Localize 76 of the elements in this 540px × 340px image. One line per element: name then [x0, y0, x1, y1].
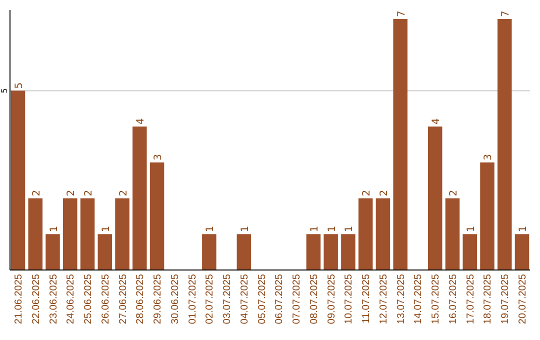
x-tick-label: 21.06.2025 [13, 274, 24, 324]
x-tick-label: 26.06.2025 [100, 274, 112, 324]
data-label: 1 [100, 226, 112, 232]
data-label: 3 [483, 154, 494, 160]
data-label: 1 [240, 226, 251, 232]
data-label: 2 [66, 190, 78, 196]
bar [376, 198, 390, 270]
x-tick-label: 20.07.2025 [518, 274, 529, 324]
data-label: 1 [48, 226, 60, 232]
data-label: 2 [84, 190, 95, 196]
bar [98, 234, 112, 270]
x-tick-label: 09.07.2025 [326, 274, 338, 324]
x-tick-label: 07.07.2025 [292, 274, 303, 324]
bar [63, 198, 78, 270]
x-tick-label: 22.06.2025 [30, 274, 42, 324]
data-label: 1 [344, 226, 356, 232]
bar [132, 126, 147, 270]
bar [10, 90, 26, 270]
bar [341, 234, 356, 270]
data-label: 1 [309, 226, 320, 232]
bar [462, 234, 477, 270]
x-tick-label: 06.07.2025 [274, 274, 286, 324]
bar [514, 234, 530, 270]
data-label: 2 [118, 190, 130, 196]
bar [445, 198, 460, 270]
x-tick-label: 28.06.2025 [135, 274, 146, 324]
bar [46, 234, 60, 270]
x-tick-label: 04.07.2025 [239, 274, 250, 324]
data-label: 4 [136, 118, 147, 125]
data-label: 1 [466, 226, 477, 232]
x-tick-label: 14.07.2025 [413, 274, 424, 324]
x-tick-label: 12.07.2025 [378, 274, 390, 324]
x-tick-label: 05.07.2025 [256, 274, 268, 324]
bar [480, 162, 494, 270]
data-label: 7 [396, 10, 408, 17]
x-tick-label: 08.07.2025 [308, 274, 320, 324]
x-tick-label: 10.07.2025 [344, 274, 355, 324]
data-label: 1 [518, 226, 530, 232]
x-tick-label: 23.06.2025 [48, 274, 60, 324]
bar [428, 126, 442, 270]
bar [498, 18, 512, 270]
data-label: 3 [153, 154, 164, 160]
data-label: 2 [31, 190, 42, 196]
data-label: 2 [362, 190, 373, 196]
bar [202, 234, 216, 270]
data-label: 5 [0, 88, 9, 94]
x-tick-label: 27.06.2025 [118, 274, 129, 324]
bar [80, 198, 95, 270]
x-tick-label: 25.06.2025 [83, 274, 94, 324]
data-label: 1 [205, 226, 216, 232]
data-label: 2 [378, 190, 390, 196]
x-tick-label: 17.07.2025 [465, 274, 476, 324]
x-tick-label: 03.07.2025 [222, 274, 234, 324]
x-tick-label: 24.06.2025 [66, 274, 77, 324]
data-label: 7 [500, 10, 512, 17]
data-label: 2 [448, 190, 460, 196]
bar [393, 18, 408, 270]
bar [306, 234, 321, 270]
x-tick-label: 13.07.2025 [396, 274, 407, 324]
bar [150, 162, 164, 270]
x-tick-label: 02.07.2025 [204, 274, 216, 324]
x-tick-label: 19.07.2025 [500, 274, 512, 324]
bar [358, 198, 373, 270]
x-tick-label: 18.07.2025 [482, 274, 494, 324]
x-tick-label: 30.06.2025 [170, 274, 181, 324]
bar [115, 198, 130, 270]
bar [236, 234, 252, 270]
x-tick-label: 11.07.2025 [361, 274, 372, 324]
x-tick-label: 01.07.2025 [187, 274, 198, 324]
data-label: 1 [326, 226, 338, 232]
bar [28, 198, 42, 270]
bar [324, 234, 338, 270]
x-tick-label: 29.06.2025 [152, 274, 164, 324]
data-label: 4 [431, 118, 442, 125]
x-tick-label: 16.07.2025 [448, 274, 459, 324]
x-tick-label: 15.07.2025 [430, 274, 442, 324]
